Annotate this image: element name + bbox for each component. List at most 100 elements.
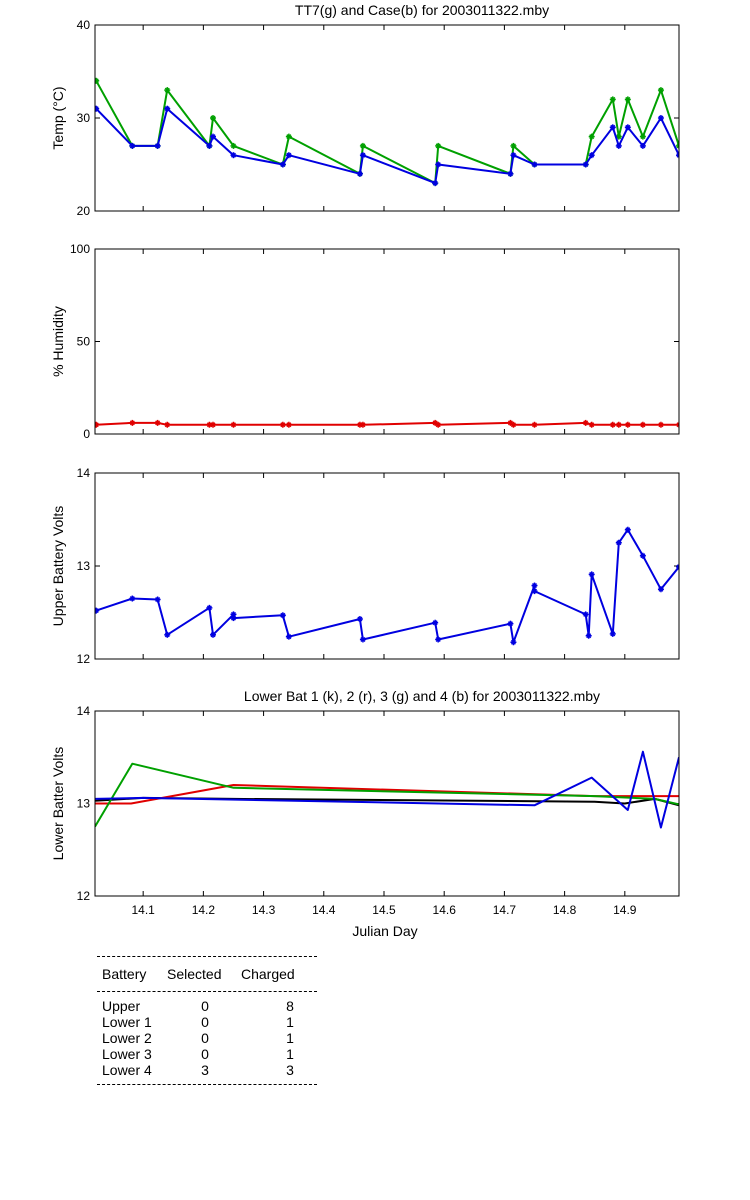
data-point-stroke: [676, 422, 679, 426]
table-rule-bottom: [97, 1084, 317, 1085]
data-point-stroke: [616, 143, 622, 149]
data-point: [588, 571, 595, 578]
data-point-stroke: [589, 422, 595, 428]
table-row: Lower 2 0 1: [97, 1030, 317, 1046]
data-point-stroke: [230, 152, 237, 158]
upper-panel: 12 13 14 Upper Battery Volts: [50, 466, 680, 666]
data-point-stroke: [95, 422, 99, 428]
data-point-stroke: [435, 161, 441, 168]
header-charged: Charged: [241, 966, 295, 982]
data-point-stroke: [531, 582, 538, 589]
y-tick-label: 100: [70, 242, 90, 256]
data-point: [588, 133, 595, 140]
data-point: [676, 142, 679, 149]
data-point: [285, 633, 292, 640]
data-point-stroke: [95, 608, 99, 613]
data-point-stroke: [360, 152, 366, 158]
data-point: [432, 180, 439, 187]
data-point-stroke: [286, 134, 292, 140]
data-point: [510, 421, 517, 428]
data-point: [510, 639, 517, 646]
data-point-stroke: [616, 134, 622, 140]
cell-selected: 0: [201, 1030, 209, 1046]
data-point-stroke: [610, 422, 616, 428]
x-axis-label: Julian Day: [352, 923, 417, 939]
data-point: [154, 142, 161, 149]
data-point: [206, 142, 213, 149]
data-point: [585, 632, 592, 639]
x-tick-label: 14.6: [433, 903, 457, 917]
data-point-stroke: [129, 596, 135, 602]
data-point: [210, 421, 217, 428]
data-point: [359, 152, 366, 159]
y-tick-label: 50: [77, 335, 91, 349]
data-point: [588, 152, 595, 159]
data-point-stroke: [676, 152, 679, 157]
cell-selected: 0: [201, 1046, 209, 1062]
data-point: [95, 77, 100, 84]
data-point: [230, 615, 237, 622]
data-point: [435, 636, 442, 643]
humidity-panel: 0 50 100 % Humidity: [50, 242, 680, 441]
data-point-stroke: [432, 620, 438, 626]
data-point: [657, 421, 664, 428]
data-point-stroke: [583, 611, 589, 617]
data-point: [657, 87, 664, 94]
data-point: [95, 421, 100, 428]
data-point: [582, 161, 589, 168]
data-point-stroke: [432, 420, 438, 426]
data-point: [435, 142, 442, 149]
x-tick-label: 14.2: [192, 903, 216, 917]
temp-series: [95, 77, 679, 187]
y-tick-label: 14: [77, 466, 91, 480]
data-point-stroke: [155, 143, 161, 149]
data-point: [154, 596, 161, 603]
data-point: [639, 552, 646, 559]
data-point-stroke: [531, 161, 538, 168]
data-point-stroke: [155, 596, 161, 603]
series-line-case: [95, 107, 679, 185]
table-row: Lower 1 0 1: [97, 1014, 317, 1030]
y-tick-label: 14: [77, 704, 91, 718]
data-point: [615, 539, 622, 546]
header-battery: Battery: [102, 966, 147, 982]
y-tick-label: 13: [77, 797, 91, 811]
data-point: [624, 124, 631, 131]
lower-title: Lower Bat 1 (k), 2 (r), 3 (g) and 4 (b) …: [244, 688, 600, 704]
data-point-stroke: [589, 152, 595, 158]
y-tick-label: 12: [77, 889, 91, 903]
data-point-stroke: [586, 633, 592, 639]
x-tick-label: 14.4: [312, 903, 336, 917]
lower-ylabel: Lower Batter Volts: [50, 747, 66, 861]
series-line-lower-2: [95, 784, 679, 805]
data-point-stroke: [210, 422, 216, 428]
y-tick-label: 30: [77, 111, 91, 125]
data-point: [359, 421, 366, 428]
cell-selected: 0: [201, 1014, 209, 1030]
data-point-stroke: [583, 420, 589, 426]
data-point: [531, 161, 538, 168]
data-point: [356, 616, 363, 623]
data-point: [510, 142, 517, 149]
data-point-stroke: [129, 143, 135, 149]
data-point: [359, 142, 366, 149]
x-tick-label: 14.3: [252, 903, 276, 917]
data-point: [95, 105, 100, 112]
data-point-stroke: [280, 161, 286, 168]
data-point: [609, 421, 616, 428]
x-tick-label: 14.7: [493, 903, 517, 917]
data-point-stroke: [658, 586, 664, 592]
data-point-stroke: [164, 87, 170, 93]
data-point-stroke: [640, 143, 646, 149]
data-point: [279, 612, 286, 619]
data-point: [164, 631, 171, 638]
data-point: [230, 421, 237, 428]
data-point-stroke: [640, 134, 646, 140]
data-point: [657, 115, 664, 121]
data-point-stroke: [610, 124, 616, 130]
cell-charged: 1: [286, 1046, 294, 1062]
data-point-stroke: [589, 134, 595, 140]
cell-battery: Lower 3: [102, 1046, 152, 1062]
data-point: [531, 421, 538, 428]
data-point-stroke: [507, 420, 513, 426]
